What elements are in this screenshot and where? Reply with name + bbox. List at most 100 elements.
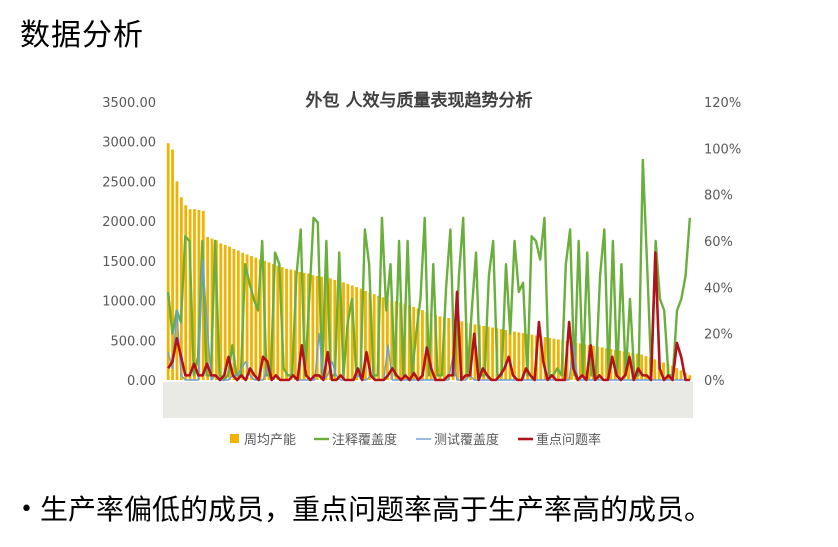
bar bbox=[350, 285, 354, 380]
combo-chart: 0.00 500.00 1000.00 1500.00 2000.00 2500.00 30… bbox=[102, 96, 741, 448]
legend-label: 重点问题率 bbox=[536, 432, 601, 448]
y-right-tick-label: 120% bbox=[704, 96, 741, 111]
bar bbox=[232, 248, 236, 380]
bar bbox=[236, 250, 240, 380]
bar bbox=[521, 333, 525, 380]
bar bbox=[390, 300, 394, 380]
y-axis-right: 0% 20% 40% 60% 80% 100% 120% bbox=[704, 96, 741, 389]
bar bbox=[504, 329, 508, 380]
y-left-tick-label: 2500.00 bbox=[102, 175, 156, 190]
bar bbox=[250, 256, 253, 380]
y-right-tick-label: 20% bbox=[704, 328, 733, 343]
line-issue bbox=[167, 251, 690, 382]
bar bbox=[171, 149, 174, 380]
bar bbox=[315, 275, 319, 380]
bar bbox=[508, 330, 512, 380]
bar bbox=[416, 308, 420, 380]
bar bbox=[517, 332, 521, 380]
bar bbox=[442, 317, 446, 380]
bar bbox=[324, 277, 328, 380]
bar bbox=[688, 375, 692, 380]
bar bbox=[184, 205, 188, 380]
bar bbox=[219, 243, 223, 380]
bar bbox=[421, 310, 424, 380]
chart-area: 外包 人效与质量表现趋势分析 0.00 500.00 1000.00 1500.00 2… bbox=[0, 70, 838, 460]
line-series bbox=[166, 158, 692, 382]
bar bbox=[289, 269, 293, 380]
chart-title: 外包 人效与质量表现趋势分析 bbox=[305, 91, 533, 111]
legend-swatch bbox=[230, 434, 239, 443]
bar bbox=[258, 259, 262, 380]
bar bbox=[640, 354, 643, 380]
bar bbox=[583, 344, 587, 380]
bar bbox=[412, 306, 416, 380]
bar bbox=[578, 343, 582, 380]
bar bbox=[662, 362, 665, 380]
bar bbox=[385, 298, 389, 380]
bar bbox=[179, 197, 183, 380]
bar bbox=[644, 356, 648, 380]
bar bbox=[543, 337, 547, 380]
legend: 周均产能 注释覆盖度 测试覆盖度 重点问题率 bbox=[230, 432, 601, 448]
bar bbox=[311, 275, 315, 380]
bar bbox=[675, 368, 679, 380]
legend-label: 测试覆盖度 bbox=[434, 432, 499, 448]
y-left-tick-label: 3500.00 bbox=[102, 96, 156, 111]
bar bbox=[456, 319, 459, 380]
line-annotation bbox=[166, 158, 692, 382]
bar bbox=[342, 282, 345, 380]
y-right-tick-label: 60% bbox=[704, 235, 733, 250]
bar bbox=[206, 237, 210, 380]
bar bbox=[355, 287, 359, 380]
bar bbox=[407, 305, 411, 380]
bar bbox=[605, 348, 608, 380]
bar bbox=[596, 346, 600, 380]
bar bbox=[552, 338, 556, 380]
bar bbox=[368, 292, 372, 380]
y-left-tick-label: 500.00 bbox=[111, 334, 157, 349]
bar bbox=[197, 210, 201, 380]
bar bbox=[328, 278, 332, 380]
y-right-tick-label: 0% bbox=[704, 374, 725, 389]
bar bbox=[600, 347, 604, 380]
bar bbox=[622, 351, 626, 380]
bar bbox=[228, 246, 231, 380]
bar bbox=[425, 311, 429, 380]
y-left-tick-label: 3000.00 bbox=[102, 136, 156, 151]
bar bbox=[635, 353, 639, 380]
bar bbox=[298, 271, 302, 380]
bar bbox=[166, 143, 170, 380]
legend-label: 注释覆盖度 bbox=[332, 432, 397, 448]
bar bbox=[469, 323, 473, 380]
bar bbox=[447, 318, 451, 380]
bar bbox=[399, 302, 402, 380]
bar bbox=[381, 297, 385, 380]
bar bbox=[267, 262, 271, 380]
bar bbox=[618, 350, 622, 380]
bar bbox=[372, 294, 376, 380]
bar bbox=[175, 181, 179, 380]
y-axis-left: 0.00 500.00 1000.00 1500.00 2000.00 2500.00 30… bbox=[102, 96, 156, 389]
y-left-tick-label: 1500.00 bbox=[102, 255, 156, 270]
bar bbox=[491, 327, 494, 380]
bar bbox=[653, 359, 657, 380]
bar bbox=[438, 316, 442, 380]
y-left-tick-label: 1000.00 bbox=[102, 295, 156, 310]
y-right-tick-label: 100% bbox=[704, 142, 741, 157]
bar bbox=[556, 339, 560, 380]
y-left-tick-label: 2000.00 bbox=[102, 215, 156, 230]
bullet-dot: • bbox=[20, 497, 33, 522]
legend-label: 周均产能 bbox=[244, 433, 296, 448]
bullet-text: 生产率偏低的成员，重点问题率高于生产率高的成员。 bbox=[40, 493, 713, 526]
bar bbox=[513, 331, 516, 380]
bullet-point: • 生产率偏低的成员，重点问题率高于生产率高的成员。 bbox=[20, 488, 712, 528]
bar bbox=[333, 279, 337, 380]
bar bbox=[337, 280, 341, 380]
y-right-tick-label: 80% bbox=[704, 189, 733, 204]
bar bbox=[548, 337, 551, 380]
bar bbox=[530, 334, 534, 380]
slide-title: 数据分析 bbox=[20, 18, 144, 53]
bar bbox=[364, 291, 367, 380]
x-axis-band bbox=[163, 382, 693, 418]
bar bbox=[679, 370, 683, 380]
